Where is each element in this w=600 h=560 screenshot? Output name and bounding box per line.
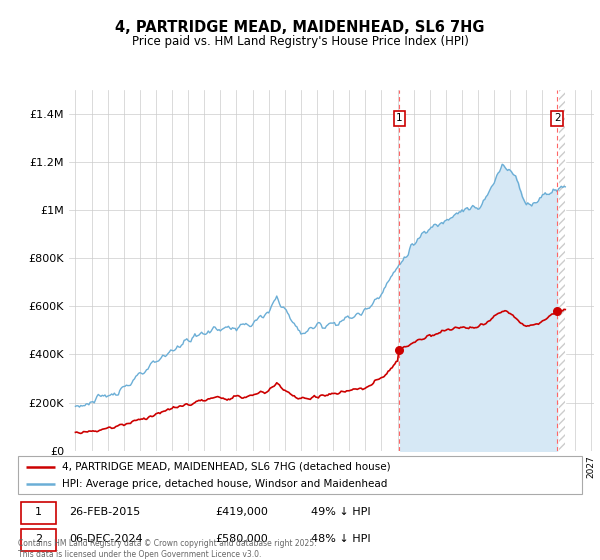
FancyBboxPatch shape xyxy=(21,502,56,524)
Point xyxy=(553,307,562,316)
Text: HPI: Average price, detached house, Windsor and Maidenhead: HPI: Average price, detached house, Wind… xyxy=(62,479,388,489)
Text: 4, PARTRIDGE MEAD, MAIDENHEAD, SL6 7HG (detached house): 4, PARTRIDGE MEAD, MAIDENHEAD, SL6 7HG (… xyxy=(62,461,391,472)
Text: 1: 1 xyxy=(35,507,42,517)
Text: 48% ↓ HPI: 48% ↓ HPI xyxy=(311,534,371,544)
Text: £419,000: £419,000 xyxy=(215,507,268,517)
Text: 2: 2 xyxy=(35,534,42,544)
Text: 06-DEC-2024: 06-DEC-2024 xyxy=(69,534,142,544)
FancyBboxPatch shape xyxy=(18,456,582,494)
Text: £580,000: £580,000 xyxy=(215,534,268,544)
Text: 26-FEB-2015: 26-FEB-2015 xyxy=(69,507,140,517)
Text: Contains HM Land Registry data © Crown copyright and database right 2025.
This d: Contains HM Land Registry data © Crown c… xyxy=(18,539,317,559)
Text: 49% ↓ HPI: 49% ↓ HPI xyxy=(311,507,371,517)
Text: 1: 1 xyxy=(396,114,403,124)
Text: 4, PARTRIDGE MEAD, MAIDENHEAD, SL6 7HG: 4, PARTRIDGE MEAD, MAIDENHEAD, SL6 7HG xyxy=(115,20,485,35)
FancyBboxPatch shape xyxy=(21,529,56,551)
Text: 2: 2 xyxy=(554,114,560,124)
Text: Price paid vs. HM Land Registry's House Price Index (HPI): Price paid vs. HM Land Registry's House … xyxy=(131,35,469,48)
Point xyxy=(395,346,404,354)
